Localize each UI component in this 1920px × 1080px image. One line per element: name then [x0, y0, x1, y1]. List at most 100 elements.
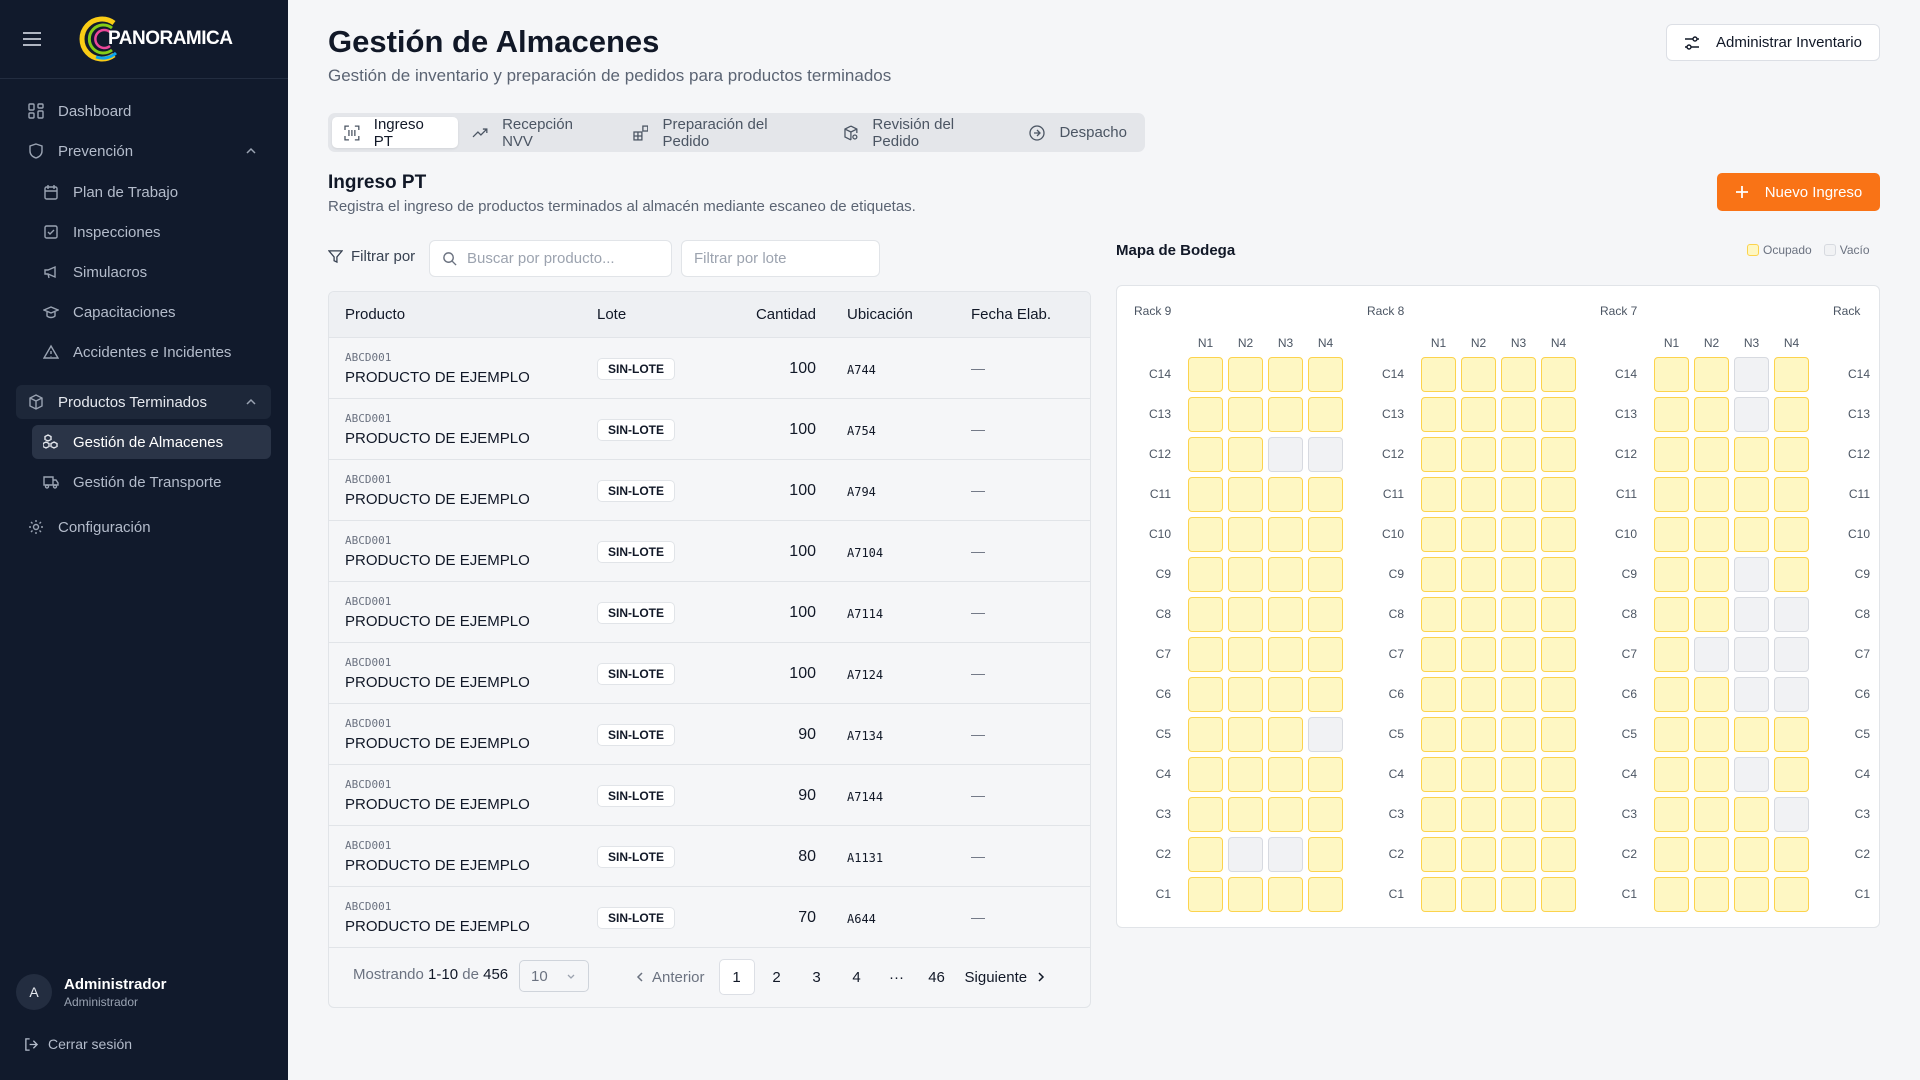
slot-occupied[interactable]: [1268, 357, 1303, 392]
sidebar-item-accidentes[interactable]: Accidentes e Incidentes: [32, 335, 271, 369]
slot-occupied[interactable]: [1461, 677, 1496, 712]
slot-occupied[interactable]: [1734, 517, 1769, 552]
slot-occupied[interactable]: [1541, 357, 1576, 392]
slot-occupied[interactable]: [1421, 717, 1456, 752]
table-row[interactable]: ABCD001 PRODUCTO DE EJEMPLO SIN-LOTE 90 A714…: [329, 765, 1090, 826]
slot-occupied[interactable]: [1188, 597, 1223, 632]
slot-occupied[interactable]: [1541, 517, 1576, 552]
slot-occupied[interactable]: [1268, 637, 1303, 672]
slot-occupied[interactable]: [1501, 717, 1536, 752]
new-entry-button[interactable]: Nuevo Ingreso: [1717, 173, 1880, 211]
slot-occupied[interactable]: [1228, 557, 1263, 592]
slot-occupied[interactable]: [1308, 797, 1343, 832]
slot-occupied[interactable]: [1734, 717, 1769, 752]
slot-occupied[interactable]: [1501, 597, 1536, 632]
slot-occupied[interactable]: [1501, 357, 1536, 392]
slot-occupied[interactable]: [1188, 717, 1223, 752]
tab-despacho[interactable]: Despacho: [1017, 117, 1139, 148]
slot-occupied[interactable]: [1308, 517, 1343, 552]
slot-occupied[interactable]: [1654, 597, 1689, 632]
slot-occupied[interactable]: [1501, 637, 1536, 672]
slot-occupied[interactable]: [1268, 517, 1303, 552]
slot-occupied[interactable]: [1188, 357, 1223, 392]
slot-occupied[interactable]: [1501, 557, 1536, 592]
sidebar-item-configuracion[interactable]: Configuración: [16, 510, 271, 544]
page-button-1[interactable]: 1: [718, 959, 755, 995]
table-row[interactable]: ABCD001 PRODUCTO DE EJEMPLO SIN-LOTE 100 A74…: [329, 338, 1090, 399]
slot-occupied[interactable]: [1774, 757, 1809, 792]
slot-occupied[interactable]: [1541, 557, 1576, 592]
slot-occupied[interactable]: [1188, 557, 1223, 592]
slot-occupied[interactable]: [1541, 477, 1576, 512]
slot-occupied[interactable]: [1461, 437, 1496, 472]
slot-occupied[interactable]: [1734, 877, 1769, 912]
slot-occupied[interactable]: [1541, 597, 1576, 632]
slot-occupied[interactable]: [1501, 677, 1536, 712]
slot-empty[interactable]: [1734, 637, 1769, 672]
slot-occupied[interactable]: [1694, 717, 1729, 752]
search-input[interactable]: [467, 250, 671, 267]
slot-occupied[interactable]: [1501, 397, 1536, 432]
column-header-fecha[interactable]: Fecha Elab.: [971, 306, 1052, 323]
lot-filter-input[interactable]: [694, 250, 879, 267]
slot-occupied[interactable]: [1228, 877, 1263, 912]
slot-occupied[interactable]: [1501, 837, 1536, 872]
slot-empty[interactable]: [1268, 837, 1303, 872]
slot-occupied[interactable]: [1774, 517, 1809, 552]
slot-empty[interactable]: [1268, 437, 1303, 472]
slot-occupied[interactable]: [1268, 557, 1303, 592]
slot-empty[interactable]: [1734, 677, 1769, 712]
column-header-cantidad[interactable]: Cantidad: [755, 306, 816, 323]
logout-button[interactable]: Cerrar sesión: [24, 1036, 132, 1052]
slot-occupied[interactable]: [1654, 877, 1689, 912]
slot-occupied[interactable]: [1734, 437, 1769, 472]
slot-occupied[interactable]: [1268, 797, 1303, 832]
table-row[interactable]: ABCD001 PRODUCTO DE EJEMPLO SIN-LOTE 100 A79…: [329, 460, 1090, 521]
slot-occupied[interactable]: [1694, 397, 1729, 432]
slot-occupied[interactable]: [1228, 357, 1263, 392]
sidebar-item-simulacros[interactable]: Simulacros: [32, 255, 271, 289]
slot-occupied[interactable]: [1421, 557, 1456, 592]
slot-empty[interactable]: [1734, 597, 1769, 632]
page-button-3[interactable]: 3: [812, 968, 821, 986]
sidebar-item-dashboard[interactable]: Dashboard: [16, 94, 271, 128]
slot-occupied[interactable]: [1501, 517, 1536, 552]
tab-recepcion-nvv[interactable]: Recepción NVV: [460, 116, 618, 150]
slot-occupied[interactable]: [1421, 877, 1456, 912]
slot-occupied[interactable]: [1774, 837, 1809, 872]
slot-occupied[interactable]: [1308, 397, 1343, 432]
slot-occupied[interactable]: [1694, 677, 1729, 712]
slot-occupied[interactable]: [1461, 397, 1496, 432]
slot-occupied[interactable]: [1774, 437, 1809, 472]
sidebar-item-gestion-transporte[interactable]: Gestión de Transporte: [32, 465, 271, 499]
slot-occupied[interactable]: [1694, 477, 1729, 512]
page-button-46[interactable]: 46: [928, 968, 945, 986]
slot-occupied[interactable]: [1421, 637, 1456, 672]
menu-icon[interactable]: [22, 31, 42, 47]
slot-occupied[interactable]: [1308, 597, 1343, 632]
previous-page-button[interactable]: Anterior: [634, 969, 705, 986]
table-row[interactable]: ABCD001 PRODUCTO DE EJEMPLO SIN-LOTE 70 A644…: [329, 887, 1090, 948]
slot-occupied[interactable]: [1694, 837, 1729, 872]
slot-occupied[interactable]: [1308, 757, 1343, 792]
slot-occupied[interactable]: [1501, 757, 1536, 792]
page-button-2[interactable]: 2: [772, 968, 781, 986]
slot-occupied[interactable]: [1541, 757, 1576, 792]
slot-occupied[interactable]: [1461, 757, 1496, 792]
slot-occupied[interactable]: [1228, 677, 1263, 712]
sidebar-item-prevencion[interactable]: Prevención: [16, 134, 271, 168]
slot-occupied[interactable]: [1461, 597, 1496, 632]
slot-empty[interactable]: [1734, 757, 1769, 792]
slot-occupied[interactable]: [1228, 437, 1263, 472]
slot-occupied[interactable]: [1421, 357, 1456, 392]
slot-occupied[interactable]: [1461, 517, 1496, 552]
slot-occupied[interactable]: [1228, 717, 1263, 752]
slot-occupied[interactable]: [1188, 837, 1223, 872]
table-row[interactable]: ABCD001 PRODUCTO DE EJEMPLO SIN-LOTE 80 A113…: [329, 826, 1090, 887]
slot-occupied[interactable]: [1654, 557, 1689, 592]
column-header-producto[interactable]: Producto: [345, 306, 406, 323]
slot-occupied[interactable]: [1694, 517, 1729, 552]
slot-occupied[interactable]: [1774, 877, 1809, 912]
slot-occupied[interactable]: [1694, 597, 1729, 632]
slot-occupied[interactable]: [1541, 637, 1576, 672]
